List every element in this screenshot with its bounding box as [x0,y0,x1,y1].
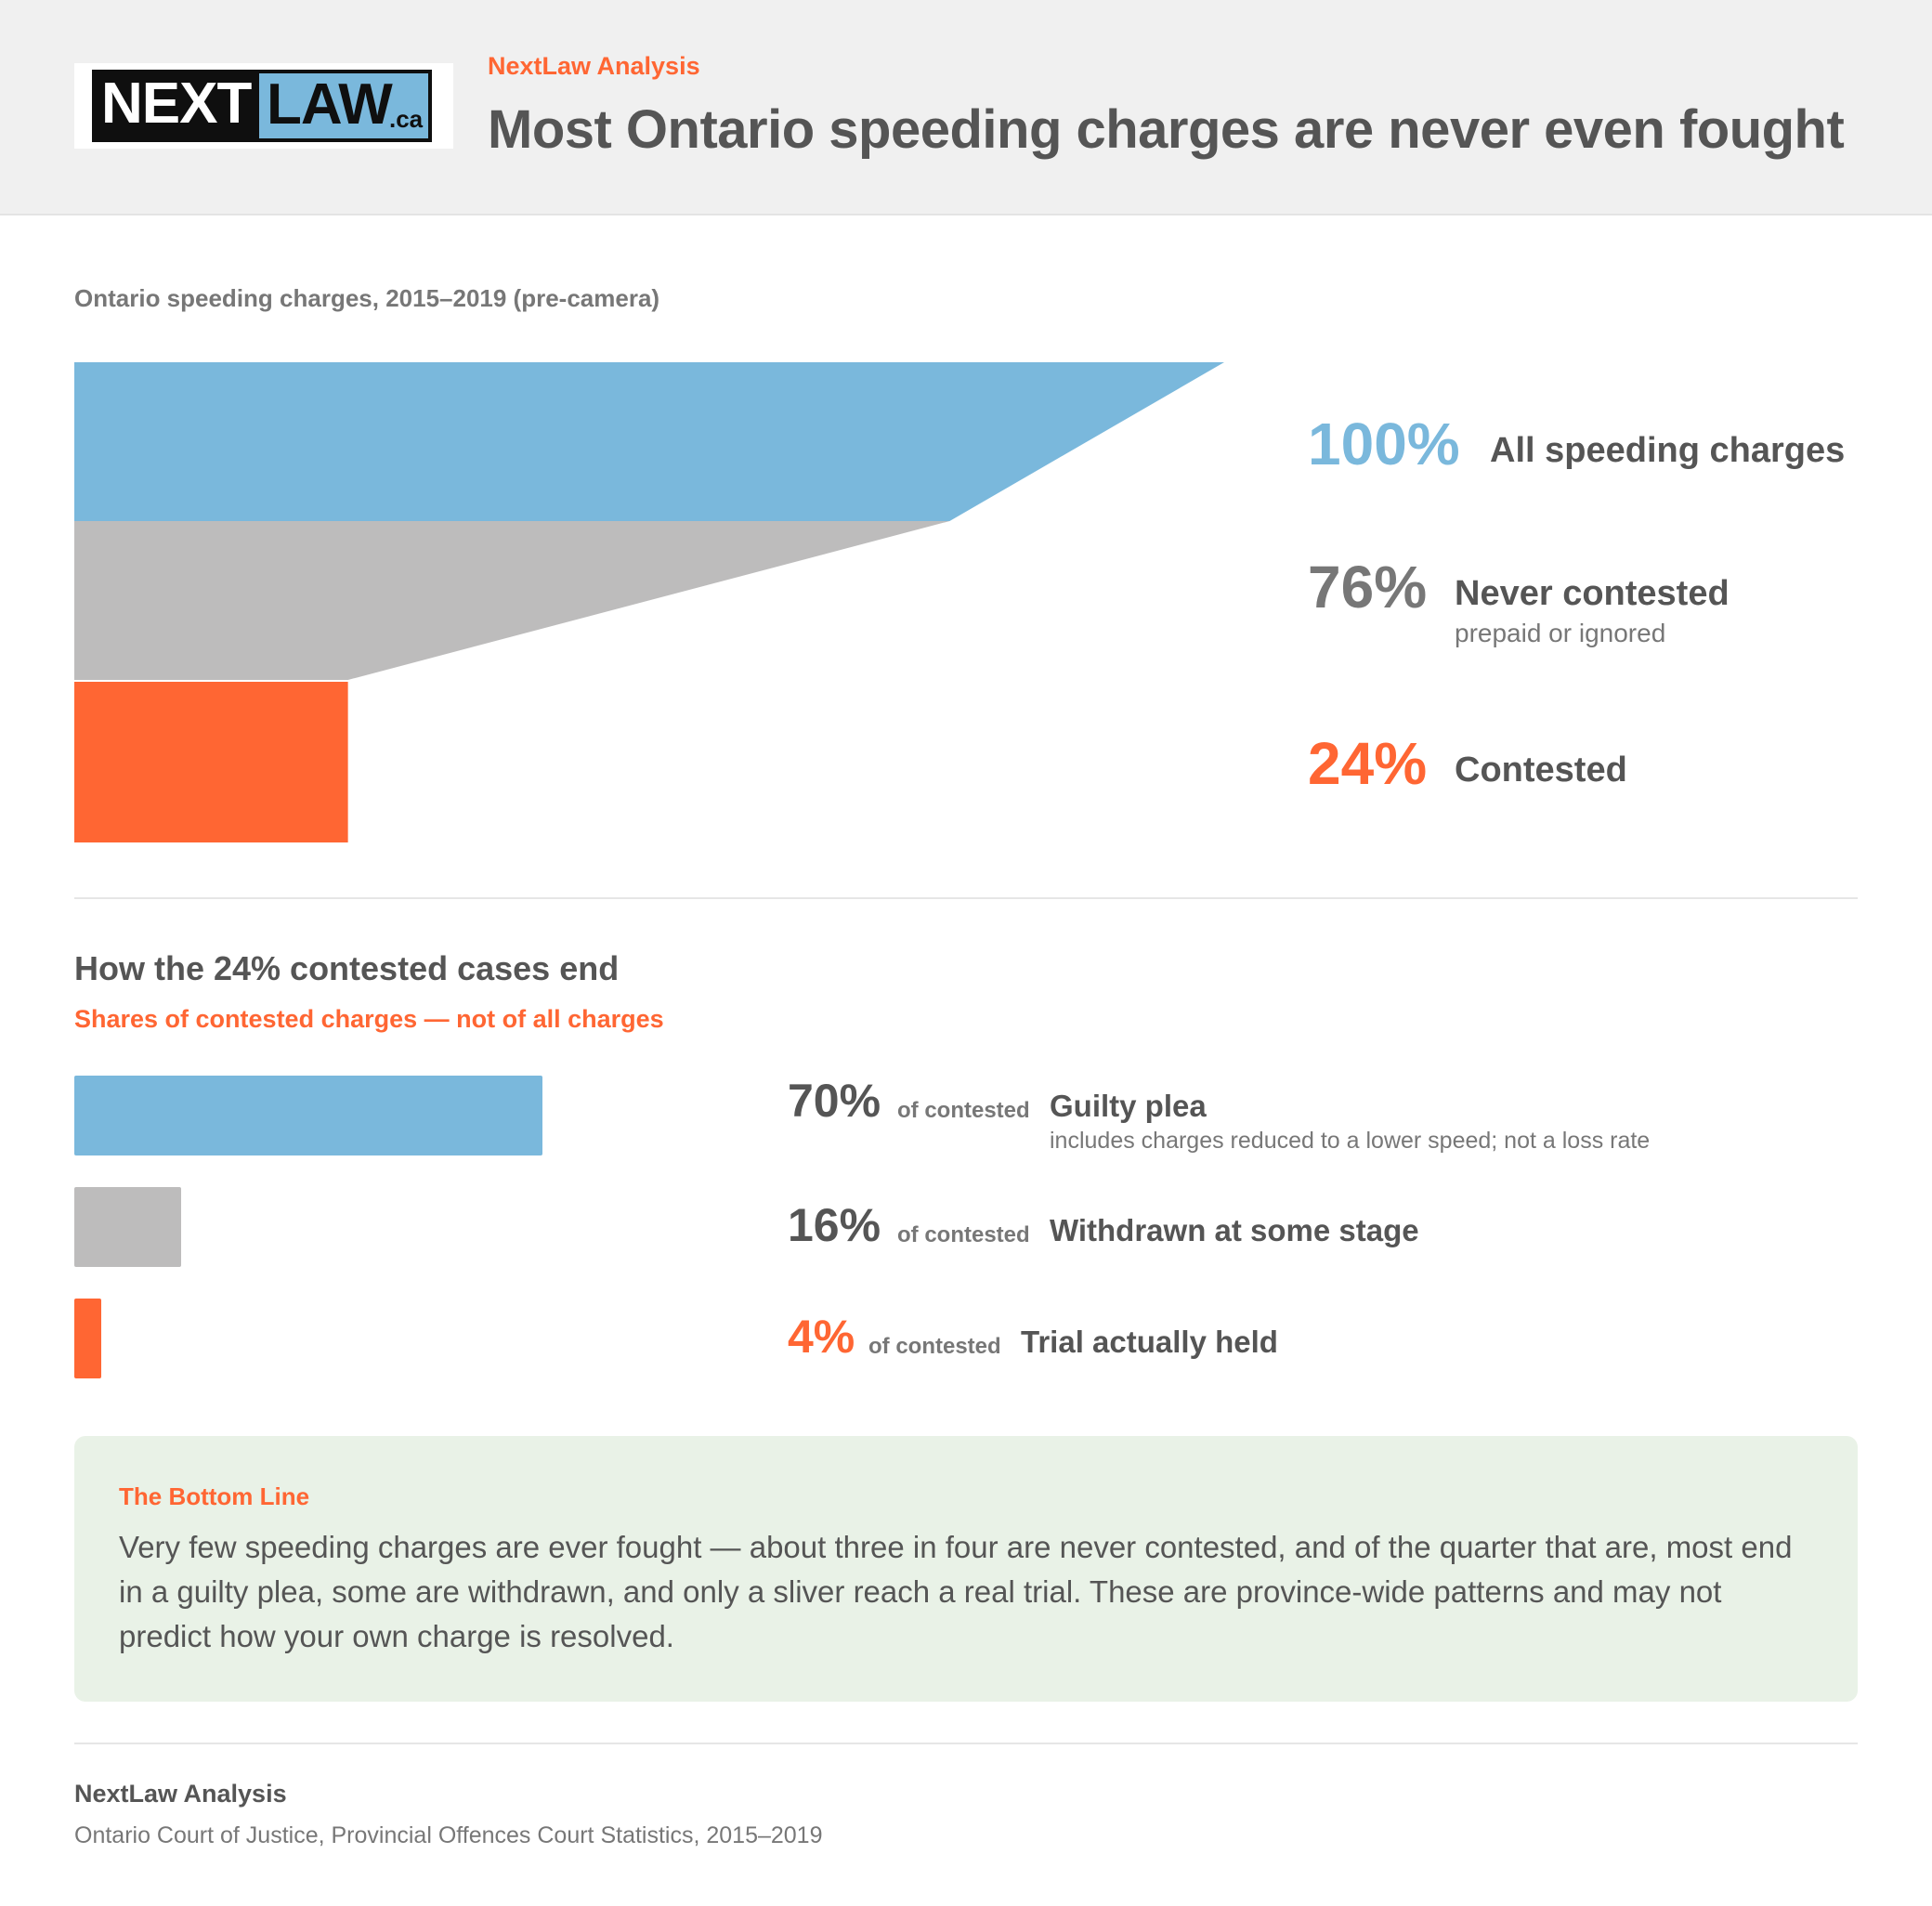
logo-text-next: NEXT [101,72,252,136]
funnel-chart [74,362,1224,842]
section-divider [74,897,1858,899]
footer-divider [74,1743,1858,1744]
outcome-bar-guilty-plea [74,1076,542,1155]
logo-light-block: LAW .ca [255,70,432,142]
stage-label-all: All speeding charges [1490,431,1846,470]
outcome-bar-trial [74,1299,101,1378]
outcome-unit-guilty-plea: of contested [897,1098,1030,1123]
outcome-label-trial: Trial actually held [1021,1325,1278,1359]
outcome-pct-withdrawn: 16% [788,1199,881,1251]
outcomes-title: How the 24% contested cases end [74,949,620,987]
stage-pct-never-contested: 76% [1308,554,1428,620]
logo-text-law: LAW [267,72,393,137]
funnel-segment-contested [74,682,348,842]
stage-pct-all: 100% [1308,411,1460,477]
footer-source-org: NextLaw Analysis [74,1780,287,1808]
funnel-segment-all-charges [74,362,1224,521]
footer-source: Ontario Court of Justice, Provincial Off… [74,1822,823,1848]
bottom-line-callout: The Bottom Line Very few speeding charge… [74,1436,1858,1702]
outcome-pct-trial: 4% [788,1311,855,1363]
logo-text-ca: .ca [389,105,424,133]
stage-label-contested: Contested [1455,751,1627,790]
outcome-unit-trial: of contested [868,1334,1001,1359]
stage-label-never-contested: Never contested [1455,574,1730,613]
outcome-pct-guilty-plea: 70% [788,1075,881,1127]
outcome-note-guilty-plea: includes charges reduced to a lower spee… [1050,1128,1651,1154]
outcomes-subtitle: Shares of contested charges — not of all… [74,1005,664,1033]
stage-pct-contested: 24% [1308,730,1428,797]
header: NEXT LAW .ca NextLaw Analysis Most Ontar… [0,0,1932,215]
outcome-unit-withdrawn: of contested [897,1222,1030,1247]
outcome-bar-withdrawn [74,1187,182,1267]
page-title: Most Ontario speeding charges are never … [488,99,1845,160]
stage-sublabel-never-contested: prepaid or ignored [1455,619,1666,647]
outcome-label-withdrawn: Withdrawn at some stage [1050,1213,1419,1247]
funnel-subtitle: Ontario speeding charges, 2015–2019 (pre… [74,284,660,312]
outcome-label-guilty-plea: Guilty plea [1050,1089,1207,1123]
logo-dark-block: NEXT [92,70,268,142]
header-kicker: NextLaw Analysis [488,52,700,80]
funnel-segment-never-contested [74,521,950,680]
callout-body: Very few speeding charges are ever fough… [119,1530,1793,1653]
nextlaw-logo[interactable]: NEXT LAW .ca [74,63,453,149]
callout-title: The Bottom Line [119,1482,310,1510]
